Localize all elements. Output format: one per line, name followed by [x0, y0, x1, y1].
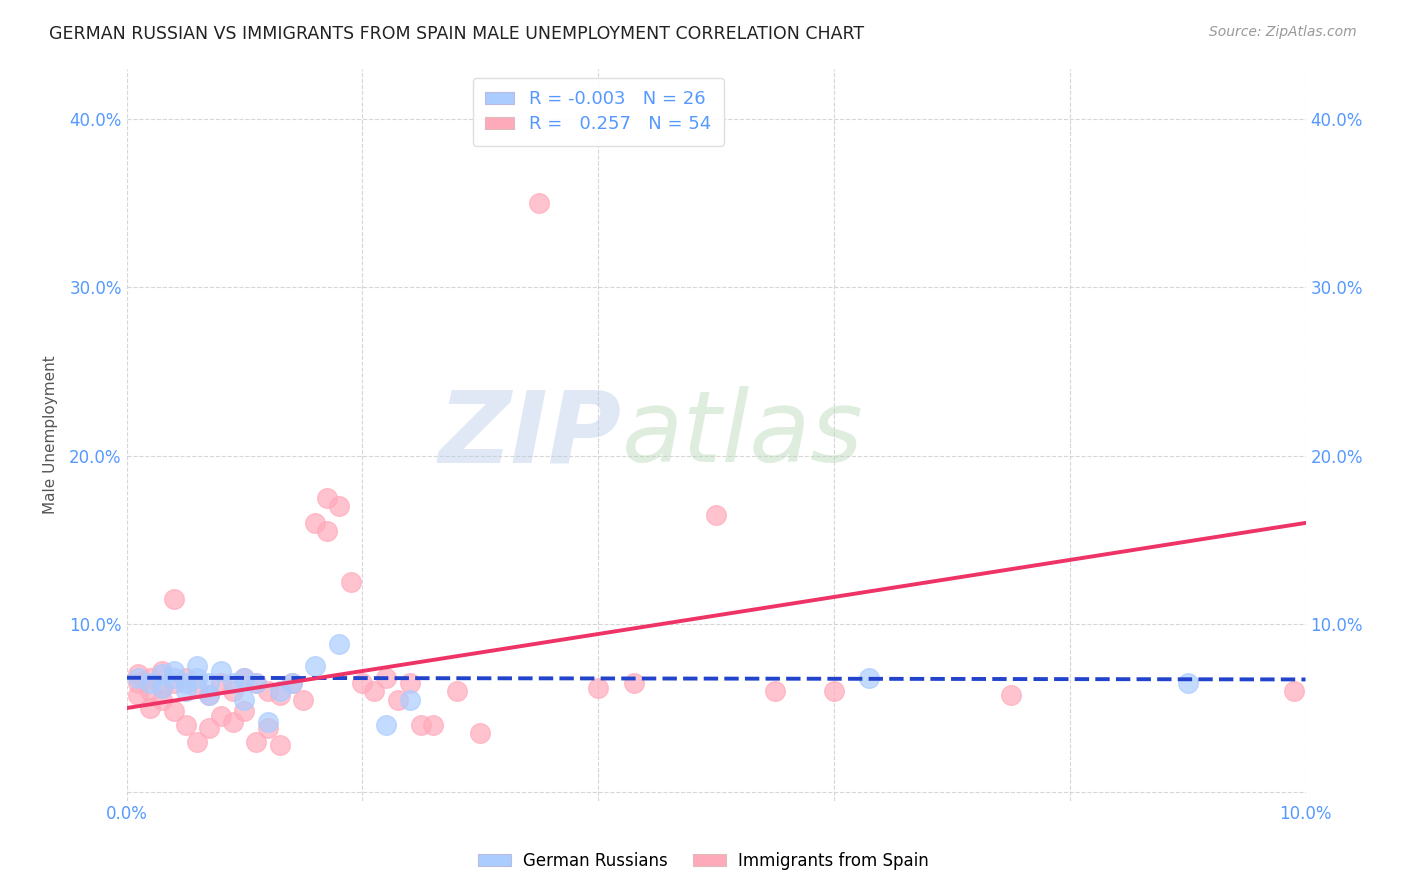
Text: GERMAN RUSSIAN VS IMMIGRANTS FROM SPAIN MALE UNEMPLOYMENT CORRELATION CHART: GERMAN RUSSIAN VS IMMIGRANTS FROM SPAIN …	[49, 25, 865, 43]
Point	[339, 574, 361, 589]
Point	[186, 735, 208, 749]
Point	[150, 681, 173, 695]
Legend: German Russians, Immigrants from Spain: German Russians, Immigrants from Spain	[471, 846, 935, 877]
Point	[375, 671, 398, 685]
Point	[127, 688, 149, 702]
Point	[446, 684, 468, 698]
Point	[139, 684, 162, 698]
Point	[174, 684, 197, 698]
Point	[198, 688, 221, 702]
Text: Source: ZipAtlas.com: Source: ZipAtlas.com	[1209, 25, 1357, 39]
Text: ZIP: ZIP	[439, 386, 621, 483]
Point	[174, 675, 197, 690]
Point	[198, 688, 221, 702]
Point	[586, 681, 609, 695]
Point	[127, 675, 149, 690]
Point	[398, 692, 420, 706]
Point	[1282, 684, 1305, 698]
Point	[245, 675, 267, 690]
Point	[470, 726, 492, 740]
Point	[257, 714, 280, 729]
Point	[352, 675, 374, 690]
Point	[139, 671, 162, 685]
Point	[222, 684, 245, 698]
Point	[186, 681, 208, 695]
Point	[222, 714, 245, 729]
Point	[198, 675, 221, 690]
Point	[363, 684, 385, 698]
Point	[186, 659, 208, 673]
Point	[1177, 675, 1199, 690]
Point	[328, 499, 350, 513]
Point	[198, 721, 221, 735]
Point	[209, 664, 232, 678]
Point	[245, 735, 267, 749]
Point	[398, 675, 420, 690]
Text: atlas: atlas	[621, 386, 863, 483]
Point	[257, 721, 280, 735]
Point	[163, 664, 186, 678]
Point	[233, 705, 256, 719]
Point	[704, 508, 727, 522]
Point	[316, 524, 339, 539]
Point	[304, 516, 326, 530]
Point	[1000, 688, 1022, 702]
Point	[150, 681, 173, 695]
Point	[623, 675, 645, 690]
Point	[150, 664, 173, 678]
Point	[823, 684, 845, 698]
Point	[127, 667, 149, 681]
Point	[174, 671, 197, 685]
Point	[245, 675, 267, 690]
Point	[163, 675, 186, 690]
Point	[139, 675, 162, 690]
Point	[257, 684, 280, 698]
Point	[186, 671, 208, 685]
Point	[233, 671, 256, 685]
Point	[292, 692, 315, 706]
Point	[150, 667, 173, 681]
Point	[411, 718, 433, 732]
Point	[269, 738, 291, 752]
Point	[209, 709, 232, 723]
Point	[163, 591, 186, 606]
Point	[233, 692, 256, 706]
Point	[150, 692, 173, 706]
Point	[163, 705, 186, 719]
Y-axis label: Male Unemployment: Male Unemployment	[44, 355, 58, 514]
Legend: R = -0.003   N = 26, R =   0.257   N = 54: R = -0.003 N = 26, R = 0.257 N = 54	[472, 78, 724, 146]
Point	[387, 692, 409, 706]
Point	[422, 718, 444, 732]
Point	[375, 718, 398, 732]
Point	[529, 196, 551, 211]
Point	[233, 671, 256, 685]
Point	[209, 675, 232, 690]
Point	[280, 675, 302, 690]
Point	[139, 701, 162, 715]
Point	[127, 671, 149, 685]
Point	[304, 659, 326, 673]
Point	[222, 675, 245, 690]
Point	[763, 684, 786, 698]
Point	[269, 688, 291, 702]
Point	[163, 671, 186, 685]
Point	[316, 491, 339, 505]
Point	[269, 684, 291, 698]
Point	[858, 671, 880, 685]
Point	[174, 718, 197, 732]
Point	[280, 675, 302, 690]
Point	[328, 637, 350, 651]
